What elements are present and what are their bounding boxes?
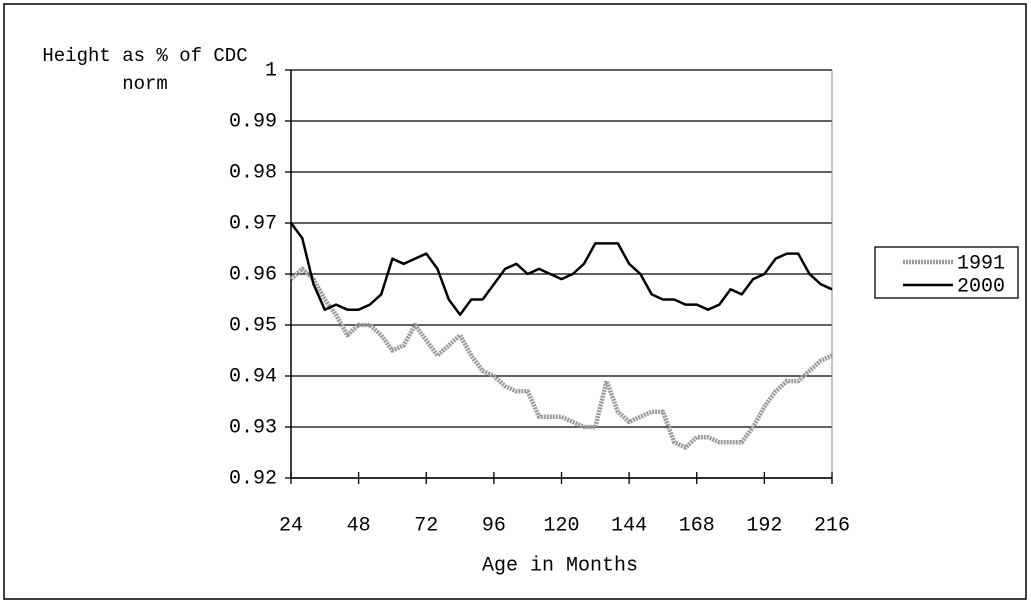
x-tick-label: 72 [414, 514, 438, 537]
y-tick-label: 0.97 [229, 212, 277, 235]
y-tick-label: 1 [265, 59, 277, 82]
y-tick-label: 0.95 [229, 314, 277, 337]
y-axis-title: Height as % of CDC norm [42, 45, 248, 95]
x-axis-title: Age in Months [482, 554, 638, 577]
x-tick-label: 96 [482, 514, 506, 537]
x-tick-label: 120 [543, 514, 579, 537]
x-tick-label: 48 [347, 514, 371, 537]
y-tick-label: 0.93 [229, 416, 277, 439]
x-tick-label: 216 [814, 514, 850, 537]
legend-label: 1991 [957, 252, 1005, 275]
x-tick-label: 144 [611, 514, 647, 537]
chart-frame [3, 3, 1027, 600]
legend-label: 2000 [957, 275, 1005, 298]
series-line [289, 266, 833, 450]
x-tick-label: 24 [279, 514, 303, 537]
y-tick-label: 0.94 [229, 365, 277, 388]
legend-box [874, 246, 1019, 299]
series-line [289, 222, 833, 317]
y-tick-label: 0.99 [229, 110, 277, 133]
y-tick-label: 0.96 [229, 263, 277, 286]
x-tick-label: 192 [746, 514, 782, 537]
y-tick-label: 0.92 [229, 467, 277, 490]
y-tick-label: 0.98 [229, 161, 277, 184]
x-tick-label: 168 [679, 514, 715, 537]
